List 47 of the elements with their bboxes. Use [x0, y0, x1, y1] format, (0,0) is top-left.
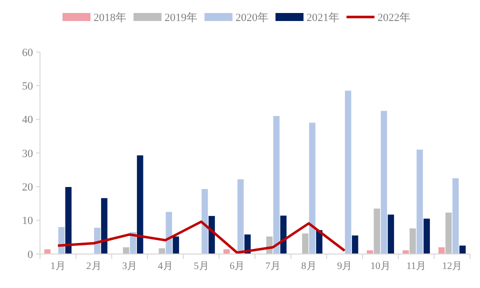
bar	[416, 150, 423, 254]
x-tick-label: 2月	[86, 261, 102, 272]
bar	[316, 230, 322, 254]
bar	[65, 187, 72, 254]
bar	[352, 235, 358, 254]
line-series	[56, 220, 346, 254]
x-tick-label: 1月	[50, 261, 66, 272]
y-tick-label: 60	[22, 46, 34, 59]
legend-label: 2020年	[236, 12, 268, 24]
y-tick-label: 40	[22, 114, 34, 126]
x-tick-label: 7月	[265, 261, 280, 272]
x-tick-label: 9月	[337, 261, 352, 272]
y-tick-label: 30	[22, 148, 34, 160]
bar	[388, 214, 394, 254]
x-tick-label: 11月	[406, 261, 426, 272]
bar	[374, 208, 380, 254]
x-tick-label: 4月	[158, 261, 173, 272]
y-tick-label: 50	[22, 80, 34, 93]
bar	[424, 218, 430, 254]
bar	[208, 216, 215, 254]
bar	[380, 110, 388, 254]
x-tick-label: 10月	[370, 261, 390, 272]
y-tick-label: 10	[22, 215, 34, 228]
bar	[309, 122, 316, 254]
bar	[202, 189, 208, 254]
bar	[344, 90, 352, 254]
x-tick-label: 6月	[230, 261, 245, 272]
bar	[237, 179, 244, 254]
legend-label: 2019年	[164, 12, 198, 24]
bar	[136, 155, 144, 254]
y-tick-label: 20	[22, 182, 34, 194]
y-tick-label: 0	[28, 248, 34, 261]
bar	[302, 233, 308, 254]
legend-label: 2018年	[94, 12, 126, 24]
bar	[172, 236, 180, 254]
bar	[273, 116, 280, 254]
bar	[445, 212, 452, 254]
x-tick-label: 5月	[194, 261, 209, 272]
bar	[459, 246, 466, 254]
bar	[452, 178, 459, 254]
bar	[101, 198, 108, 254]
bar	[410, 228, 416, 254]
legend-label: 2022年	[378, 12, 410, 24]
legend-label: 2021年	[306, 12, 340, 24]
x-tick-label: 8月	[301, 261, 316, 272]
x-tick-label: 3月	[122, 261, 138, 272]
x-tick-label: 12月	[442, 261, 462, 272]
